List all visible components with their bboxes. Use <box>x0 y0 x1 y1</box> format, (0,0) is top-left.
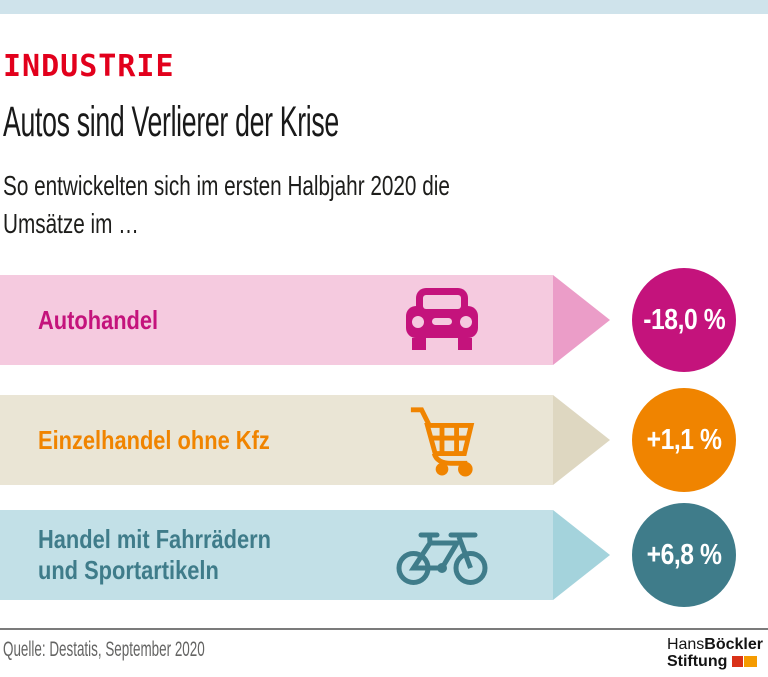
bicycle-icon <box>394 510 489 600</box>
car-icon <box>394 275 489 365</box>
arrowhead-icon <box>553 510 610 600</box>
category-label: Einzelhandel ohne Kfz <box>38 395 314 485</box>
hans-boeckler-stiftung-logo: Hans Böckler Stiftung <box>667 636 763 670</box>
logo-line: Stiftung <box>667 653 763 670</box>
arrowhead-icon <box>553 275 610 365</box>
source-note: Quelle: Destatis, September 2020 <box>3 638 205 661</box>
value-label: -18,0 % <box>642 303 725 336</box>
category-label-line: Autohandel <box>38 304 159 335</box>
category-label-line: Einzelhandel ohne Kfz <box>38 424 270 455</box>
top-accent-bar <box>0 0 768 14</box>
category-row-autohandel: Autohandel -18,0 % <box>0 268 768 372</box>
logo-text-bold: Stiftung <box>666 653 728 670</box>
logo-orange-square-icon <box>744 656 758 667</box>
category-label: Autohandel <box>38 275 181 365</box>
value-badge: +6,8 % <box>632 503 736 607</box>
category-label: Handel mit Fahrrädern und Sportartikeln <box>38 510 315 600</box>
value-badge: -18,0 % <box>632 268 736 372</box>
category-row-fahrraeder: Handel mit Fahrrädern und Sportartikeln … <box>0 503 768 607</box>
value-label: +6,8 % <box>646 538 722 571</box>
subtitle-line: So entwickelten sich im ersten Halbjahr … <box>3 170 450 201</box>
subtitle: So entwickelten sich im ersten Halbjahr … <box>3 167 607 243</box>
logo-text-bold: Böckler <box>704 636 763 653</box>
arrowhead-icon <box>553 395 610 485</box>
value-badge: +1,1 % <box>632 388 736 492</box>
footer-divider <box>0 628 768 630</box>
category-label-line: und Sportartikeln <box>38 555 219 585</box>
logo-line: Hans Böckler <box>667 636 763 653</box>
subtitle-line: Umsätze im … <box>3 208 139 239</box>
shopping-cart-icon <box>394 395 489 485</box>
logo-red-square-icon <box>732 656 744 667</box>
category-label-line: Handel mit Fahrrädern <box>38 524 272 554</box>
kicker: INDUSTRIE <box>3 49 175 84</box>
category-row-einzelhandel: Einzelhandel ohne Kfz +1,1 % <box>0 388 768 492</box>
page-title: Autos sind Verlierer der Krise <box>3 98 339 146</box>
logo-text-regular: Hans <box>666 636 705 653</box>
value-label: +1,1 % <box>646 423 722 456</box>
